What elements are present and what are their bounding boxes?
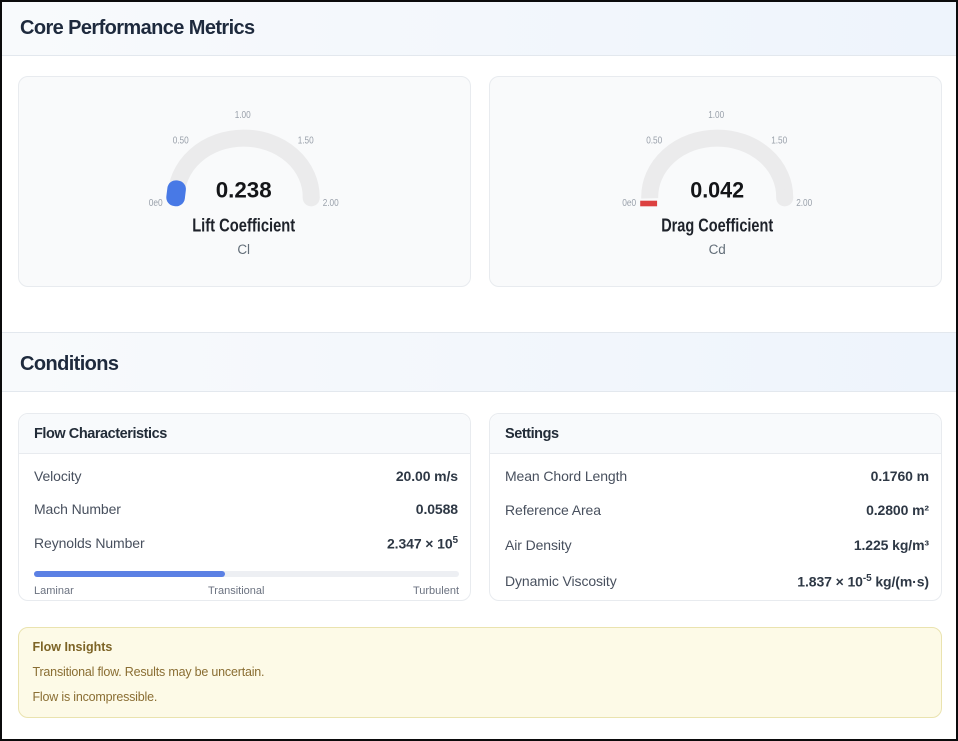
svg-text:0e0: 0e0 — [622, 197, 636, 209]
svg-text:0e0: 0e0 — [149, 197, 163, 209]
svg-text:0.042: 0.042 — [690, 178, 744, 203]
svg-text:2.00: 2.00 — [323, 197, 339, 209]
svg-text:Drag Coefficient: Drag Coefficient — [661, 215, 773, 235]
svg-text:2.00: 2.00 — [796, 197, 812, 209]
svg-text:1.50: 1.50 — [771, 135, 787, 147]
svg-text:Cl: Cl — [237, 242, 250, 257]
svg-text:0.50: 0.50 — [173, 135, 189, 147]
svg-text:0.50: 0.50 — [646, 135, 662, 147]
svg-text:1.00: 1.00 — [708, 109, 724, 121]
svg-text:Lift Coefficient: Lift Coefficient — [192, 215, 295, 235]
svg-text:1.00: 1.00 — [235, 109, 251, 121]
svg-text:1.50: 1.50 — [298, 135, 314, 147]
svg-text:0.238: 0.238 — [216, 178, 272, 203]
svg-text:Cd: Cd — [709, 242, 726, 257]
